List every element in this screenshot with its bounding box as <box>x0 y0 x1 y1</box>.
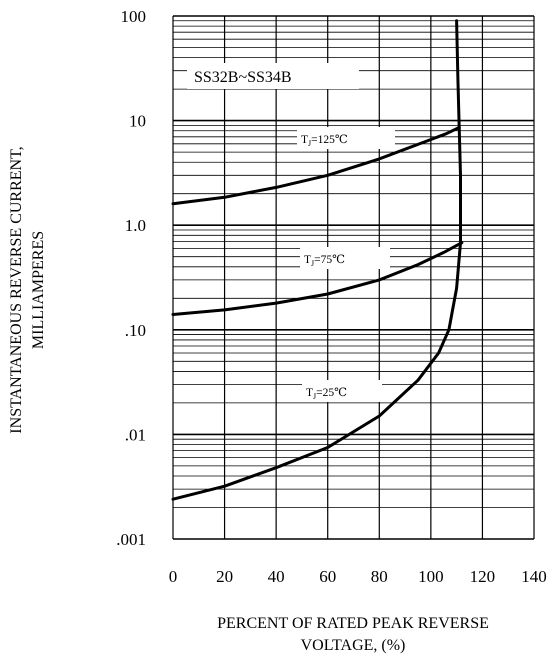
x-tick-label: 60 <box>319 567 336 586</box>
x-tick-label: 120 <box>470 567 496 586</box>
curve-label-box <box>300 247 390 269</box>
curve-label-box <box>302 380 382 402</box>
part-label-box <box>187 63 359 89</box>
y-axis-title: INSTANTANEOUS REVERSE CURRENT, <box>8 146 25 433</box>
x-tick-label: 140 <box>521 567 547 586</box>
y-tick-label: .01 <box>125 425 146 444</box>
curve-label: TJ=25℃ <box>306 387 347 401</box>
x-axis-title: VOLTAGE, (%) <box>301 637 406 654</box>
curve-label: TJ=125℃ <box>301 134 348 148</box>
series-line <box>171 241 464 316</box>
curve-label-box <box>297 127 395 149</box>
series-line <box>171 126 461 206</box>
y-tick-label: 1.0 <box>125 216 146 235</box>
curves <box>171 19 464 501</box>
part-label: SS32B~SS34B <box>194 69 292 86</box>
y-tick-label: .10 <box>125 321 146 340</box>
axis-titles: PERCENT OF RATED PEAK REVERSE VOLTAGE, (%… <box>8 146 489 654</box>
curve-label: TJ=75℃ <box>304 254 345 268</box>
x-axis-title: PERCENT OF RATED PEAK REVERSE <box>217 615 489 632</box>
y-tick-label: 10 <box>129 112 146 131</box>
annotations: SS32B~SS34B TJ=125℃ TJ=75℃ TJ=25℃ <box>187 63 395 402</box>
y-tick-label: 100 <box>121 7 147 26</box>
series-line <box>171 19 462 501</box>
x-tick-label: 80 <box>371 567 388 586</box>
y-tick-label: .001 <box>116 530 146 549</box>
x-tick-label: 100 <box>418 567 444 586</box>
x-tick-label: 40 <box>268 567 285 586</box>
grid-minor-lines <box>173 20 534 508</box>
y-axis-title: MILLIAMPERES <box>30 231 47 349</box>
tick-labels: .001 .01 .10 1.0 10 100 0 20 40 60 80 100 120 140 <box>116 7 547 586</box>
x-tick-label: 20 <box>216 567 233 586</box>
x-tick-label: 0 <box>169 567 178 586</box>
grid-major-lines <box>172 15 535 540</box>
